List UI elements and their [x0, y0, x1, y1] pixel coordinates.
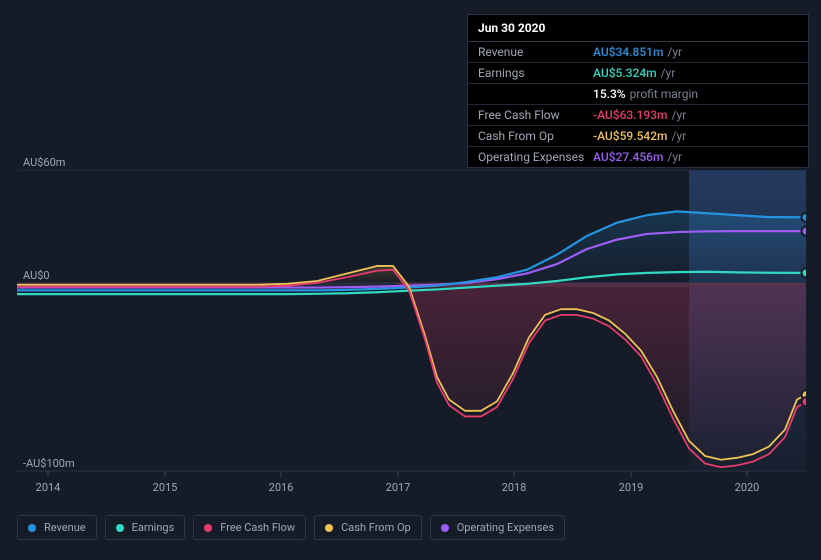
legend-label: Revenue	[44, 521, 86, 534]
tooltip-label: Free Cash Flow	[478, 108, 593, 122]
tooltip-row: Cash From Op-AU$59.542m/yr	[468, 126, 808, 147]
tooltip-row: RevenueAU$34.851m/yr	[468, 42, 808, 63]
chart-legend: Revenue Earnings Free Cash Flow Cash From O…	[17, 515, 565, 540]
x-axis-label: 2018	[502, 481, 527, 494]
tooltip-label: Revenue	[478, 45, 593, 59]
legend-dot-icon	[116, 524, 124, 532]
tooltip-suffix: /yr	[661, 66, 676, 80]
series-end-marker	[802, 397, 807, 406]
tooltip-subsuffix: profit margin	[630, 87, 698, 101]
tooltip-subrow: 15.3% profit margin	[468, 84, 808, 105]
tooltip-value: AU$5.324m	[593, 66, 657, 80]
tooltip-suffix: /yr	[672, 108, 687, 122]
tooltip-suffix: /yr	[667, 150, 682, 164]
legend-item-earnings[interactable]: Earnings	[105, 515, 186, 540]
chart-tooltip: Jun 30 2020RevenueAU$34.851m/yrEarningsA…	[467, 14, 809, 168]
y-axis-label: AU$60m	[23, 156, 65, 169]
series-end-marker	[802, 227, 807, 236]
tooltip-header: Jun 30 2020	[468, 15, 808, 42]
x-axis-label: 2015	[153, 481, 178, 494]
tooltip-subvalue: 15.3%	[593, 87, 626, 101]
legend-item-free-cash-flow[interactable]: Free Cash Flow	[193, 515, 306, 540]
legend-label: Free Cash Flow	[220, 521, 295, 534]
legend-item-operating-expenses[interactable]: Operating Expenses	[430, 515, 565, 540]
financials-chart	[17, 170, 806, 491]
x-axis-label: 2016	[269, 481, 294, 494]
tooltip-value: -AU$59.542m	[593, 129, 668, 143]
x-axis-label: 2020	[735, 481, 760, 494]
legend-label: Cash From Op	[341, 521, 411, 534]
legend-dot-icon	[441, 524, 449, 532]
tooltip-value: AU$27.456m	[593, 150, 663, 164]
tooltip-suffix: /yr	[672, 129, 687, 143]
legend-label: Earnings	[132, 521, 175, 534]
tooltip-value: -AU$63.193m	[593, 108, 668, 122]
tooltip-row: EarningsAU$5.324m/yr	[468, 63, 808, 84]
y-axis-label: AU$0	[23, 269, 50, 282]
tooltip-value: AU$34.851m	[593, 45, 663, 59]
y-axis-label: -AU$100m	[23, 457, 75, 470]
tooltip-row: Operating ExpensesAU$27.456m/yr	[468, 147, 808, 167]
legend-item-revenue[interactable]: Revenue	[17, 515, 97, 540]
x-axis-label: 2019	[619, 481, 644, 494]
x-axis-label: 2014	[36, 481, 61, 494]
legend-dot-icon	[204, 524, 212, 532]
tooltip-label: Operating Expenses	[478, 150, 593, 164]
legend-dot-icon	[28, 524, 36, 532]
legend-label: Operating Expenses	[457, 521, 554, 534]
x-axis-label: 2017	[386, 481, 411, 494]
tooltip-label: Earnings	[478, 66, 593, 80]
legend-dot-icon	[325, 524, 333, 532]
legend-item-cash-from-op[interactable]: Cash From Op	[314, 515, 422, 540]
tooltip-suffix: /yr	[667, 45, 682, 59]
series-end-marker	[802, 213, 807, 222]
tooltip-row: Free Cash Flow-AU$63.193m/yr	[468, 105, 808, 126]
series-end-marker	[802, 268, 807, 277]
tooltip-label: Cash From Op	[478, 129, 593, 143]
